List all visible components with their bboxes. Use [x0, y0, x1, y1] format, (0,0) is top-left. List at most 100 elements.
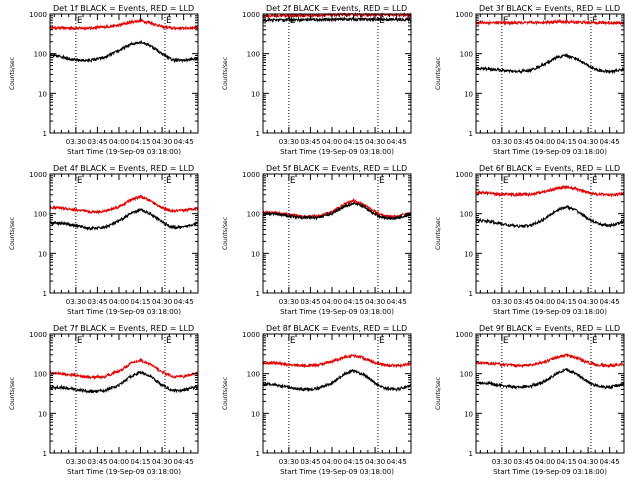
x-tick-label: 04:45	[600, 298, 620, 306]
marker-label: E	[503, 336, 509, 346]
y-tick-label: 100	[247, 211, 260, 219]
x-tick-label: 03:45	[513, 298, 533, 306]
plot-frame	[49, 13, 199, 134]
x-tick-label: 03:30	[66, 138, 86, 146]
x-tick-label: 03:30	[279, 458, 299, 466]
series-line-red	[475, 18, 625, 26]
x-axis-label: Start Time (19-Sep-09 03:18:00)	[67, 468, 181, 476]
x-tick-label: 03:45	[87, 458, 107, 466]
series-line-red	[49, 17, 199, 32]
marker-label: E	[166, 336, 172, 346]
x-tick-label: 04:45	[600, 458, 620, 466]
series-line-black	[475, 205, 625, 229]
y-tick-label: 10	[464, 410, 473, 418]
x-tick-label: 03:30	[279, 298, 299, 306]
y-tick-label: 1000	[455, 331, 473, 339]
y-tick-label: 1000	[242, 11, 260, 19]
panel-6: Det 6f BLACK = Events, RED = LLD Counts/s…	[435, 164, 625, 316]
series-line-black	[49, 370, 199, 394]
series-line-black	[262, 201, 412, 221]
y-tick-label: 1000	[242, 331, 260, 339]
panel-4: Det 4f BLACK = Events, RED = LLD Counts/s…	[9, 164, 199, 316]
y-tick-label: 10	[251, 410, 260, 418]
series-line-black	[475, 367, 625, 390]
x-tick-label: 03:45	[87, 298, 107, 306]
panel-title: Det 1f BLACK = Events, RED = LLD	[53, 4, 194, 13]
y-tick-label: 100	[247, 51, 260, 59]
marker-label: E	[77, 176, 83, 186]
plot-frame	[475, 333, 625, 454]
x-tick-label: 04:30	[578, 458, 598, 466]
x-tick-label: 03:30	[66, 298, 86, 306]
x-tick-label: 04:15	[343, 458, 363, 466]
x-tick-label: 04:00	[322, 458, 342, 466]
panel-title: Det 5f BLACK = Events, RED = LLD	[266, 164, 407, 173]
x-tick-label: 04:45	[387, 138, 407, 146]
x-axis-label: Start Time (19-Sep-09 03:18:00)	[67, 148, 181, 156]
x-tick-label: 03:45	[300, 458, 320, 466]
panel-title: Det 6f BLACK = Events, RED = LLD	[479, 164, 620, 173]
panel-5: Det 5f BLACK = Events, RED = LLD Counts/s…	[222, 164, 412, 316]
y-axis-label: Counts/sec	[9, 217, 16, 250]
panel-title: Det 4f BLACK = Events, RED = LLD	[53, 164, 194, 173]
y-axis-label: Counts/sec	[222, 377, 229, 410]
x-tick-label: 04:45	[387, 458, 407, 466]
x-tick-label: 03:45	[87, 138, 107, 146]
y-tick-label: 1	[469, 450, 473, 458]
x-tick-label: 04:30	[365, 138, 385, 146]
x-tick-label: 04:30	[578, 298, 598, 306]
panel-title: Det 2f BLACK = Events, RED = LLD	[266, 4, 407, 13]
panel-2: Det 2f BLACK = Events, RED = LLD Counts/s…	[222, 4, 412, 156]
x-tick-label: 04:15	[343, 298, 363, 306]
y-tick-label: 1000	[29, 171, 47, 179]
x-tick-label: 04:45	[174, 458, 194, 466]
y-tick-label: 10	[38, 250, 47, 258]
plot-frame	[475, 173, 625, 294]
panel-8: Det 8f BLACK = Events, RED = LLD Counts/s…	[222, 324, 412, 476]
y-tick-label: 100	[34, 51, 47, 59]
marker-label: E	[77, 336, 83, 346]
y-tick-label: 10	[464, 90, 473, 98]
x-tick-label: 04:00	[535, 298, 555, 306]
marker-label: E	[379, 336, 385, 346]
x-tick-label: 04:45	[174, 138, 194, 146]
marker-label: E	[166, 176, 172, 186]
y-axis-label: Counts/sec	[435, 57, 442, 90]
y-tick-label: 100	[460, 371, 473, 379]
series-line-black	[49, 207, 199, 231]
x-tick-label: 04:30	[365, 458, 385, 466]
x-tick-label: 04:00	[109, 138, 129, 146]
x-tick-label: 04:15	[556, 298, 576, 306]
x-tick-label: 03:30	[279, 138, 299, 146]
marker-label: E	[77, 16, 83, 26]
plot-frame	[49, 173, 199, 294]
panel-1: Det 1f BLACK = Events, RED = LLD Counts/s…	[9, 4, 199, 156]
x-tick-label: 04:00	[322, 298, 342, 306]
x-axis-label: Start Time (19-Sep-09 03:18:00)	[493, 308, 607, 316]
x-tick-label: 04:30	[152, 298, 172, 306]
y-tick-label: 1000	[29, 331, 47, 339]
x-tick-label: 03:30	[492, 298, 512, 306]
panel-title: Det 8f BLACK = Events, RED = LLD	[266, 324, 407, 333]
x-axis-label: Start Time (19-Sep-09 03:18:00)	[493, 148, 607, 156]
x-tick-label: 04:00	[109, 458, 129, 466]
y-tick-label: 1	[43, 130, 47, 138]
x-tick-label: 04:00	[322, 138, 342, 146]
y-tick-label: 1	[43, 450, 47, 458]
y-axis-label: Counts/sec	[222, 57, 229, 90]
panel-7: Det 7f BLACK = Events, RED = LLD Counts/s…	[9, 324, 199, 476]
series-line-red	[262, 198, 412, 220]
x-tick-label: 04:15	[130, 138, 150, 146]
x-tick-label: 04:15	[556, 458, 576, 466]
marker-label: E	[503, 176, 509, 186]
x-tick-label: 04:30	[152, 458, 172, 466]
series-line-red	[49, 194, 199, 215]
series-line-black	[475, 53, 625, 75]
y-axis-label: Counts/sec	[9, 377, 16, 410]
series-line-black	[262, 368, 412, 393]
y-tick-label: 1	[469, 130, 473, 138]
x-tick-label: 04:15	[130, 458, 150, 466]
x-axis-label: Start Time (19-Sep-09 03:18:00)	[280, 148, 394, 156]
y-tick-label: 1	[43, 290, 47, 298]
